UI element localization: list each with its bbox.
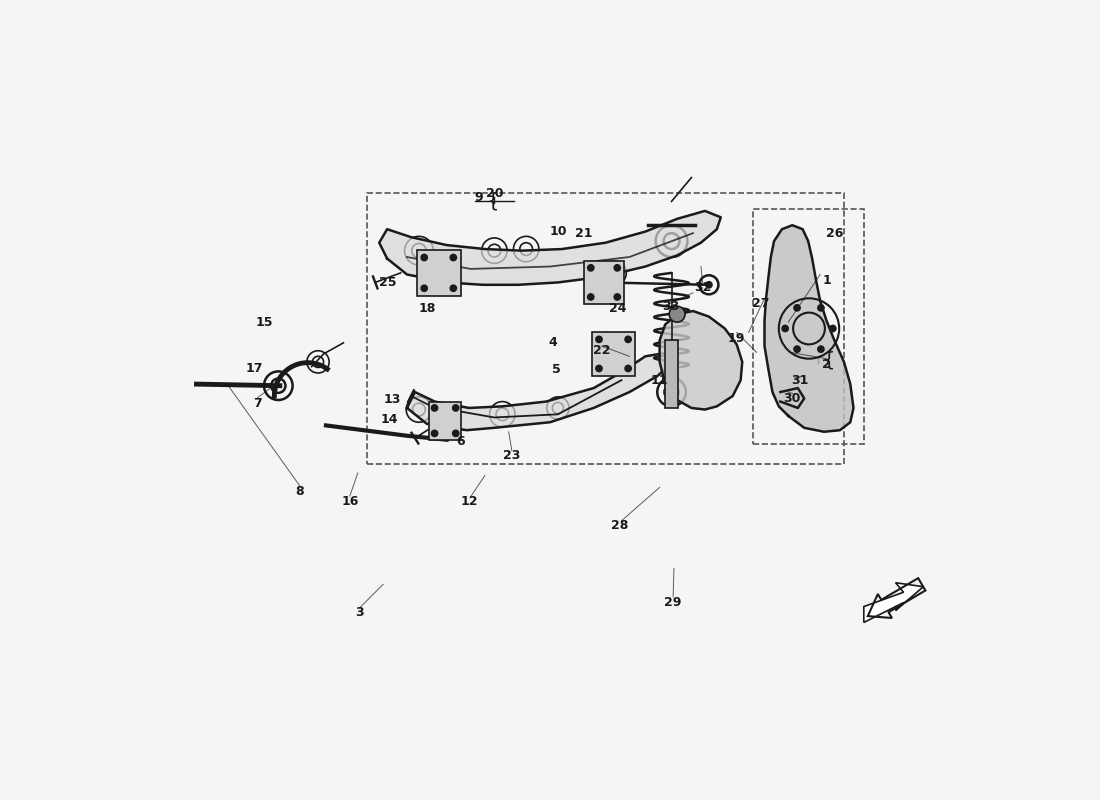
Text: 25: 25: [379, 276, 397, 289]
Text: 14: 14: [381, 414, 398, 426]
Circle shape: [596, 336, 602, 342]
Text: 23: 23: [503, 449, 520, 462]
Polygon shape: [864, 582, 923, 622]
Circle shape: [431, 405, 438, 411]
Text: 31: 31: [792, 374, 808, 386]
Circle shape: [614, 294, 620, 300]
Circle shape: [450, 285, 456, 291]
Circle shape: [794, 346, 801, 352]
Polygon shape: [764, 226, 854, 432]
Bar: [592, 332, 636, 376]
Circle shape: [587, 265, 594, 271]
Bar: [584, 261, 624, 304]
Text: 12: 12: [460, 495, 477, 508]
Text: 27: 27: [751, 297, 769, 310]
Circle shape: [794, 305, 801, 311]
Circle shape: [669, 306, 685, 322]
Text: {: {: [823, 350, 835, 370]
Text: 16: 16: [341, 495, 359, 508]
Circle shape: [817, 346, 824, 352]
Text: 11: 11: [651, 374, 669, 386]
Text: {: {: [486, 192, 499, 211]
Circle shape: [452, 430, 459, 437]
Circle shape: [625, 366, 631, 372]
Circle shape: [829, 326, 836, 332]
Circle shape: [421, 285, 428, 291]
Text: 32: 32: [694, 281, 712, 294]
Text: 10: 10: [549, 225, 566, 238]
Text: 19: 19: [728, 331, 746, 345]
Text: 7: 7: [253, 397, 262, 410]
Text: 29: 29: [664, 596, 682, 609]
Text: 15: 15: [255, 316, 273, 329]
Text: 13: 13: [384, 394, 402, 406]
Text: 1: 1: [822, 274, 830, 287]
Text: 8: 8: [296, 485, 304, 498]
Text: 4: 4: [548, 336, 557, 350]
Circle shape: [452, 405, 459, 411]
Text: 33: 33: [662, 300, 680, 313]
Text: 18: 18: [418, 302, 436, 315]
Text: 17: 17: [245, 362, 263, 374]
Circle shape: [596, 366, 602, 372]
Text: 3: 3: [355, 606, 364, 619]
Circle shape: [782, 326, 789, 332]
Text: 24: 24: [608, 302, 626, 315]
Text: 30: 30: [783, 392, 801, 405]
Circle shape: [625, 336, 631, 342]
Circle shape: [706, 282, 712, 288]
Text: 21: 21: [574, 226, 592, 240]
Polygon shape: [379, 211, 720, 285]
Circle shape: [817, 305, 824, 311]
Circle shape: [450, 254, 456, 261]
Text: 5: 5: [552, 363, 561, 376]
Circle shape: [431, 430, 438, 437]
Polygon shape: [407, 352, 673, 430]
Bar: [666, 340, 678, 408]
Circle shape: [421, 254, 428, 261]
Text: 2: 2: [822, 358, 830, 370]
Text: 22: 22: [593, 344, 611, 358]
Circle shape: [587, 294, 594, 300]
Text: 6: 6: [456, 435, 465, 448]
Text: 20: 20: [485, 187, 503, 200]
Circle shape: [614, 265, 620, 271]
Text: 28: 28: [612, 519, 628, 532]
Bar: [429, 402, 461, 440]
Text: 9: 9: [474, 191, 483, 204]
Text: 26: 26: [826, 226, 843, 240]
Bar: [417, 250, 461, 296]
Polygon shape: [660, 311, 743, 410]
